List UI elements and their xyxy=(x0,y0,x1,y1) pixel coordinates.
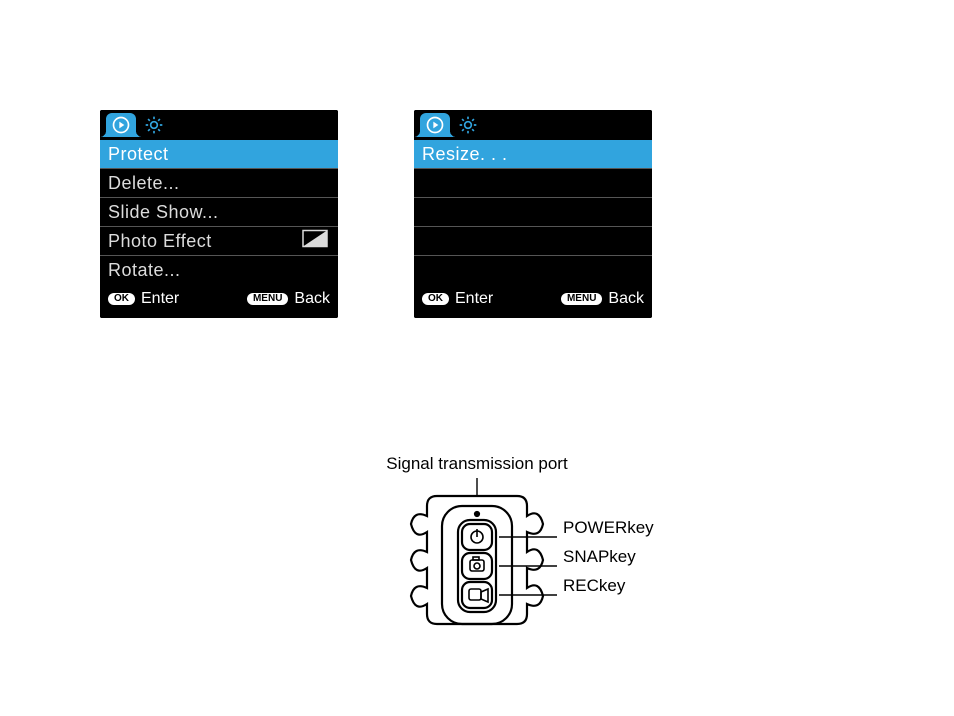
menu-item-empty xyxy=(414,256,652,284)
footer-back-label: Back xyxy=(608,290,644,308)
menu-item-label: Protect xyxy=(108,144,169,165)
footer-enter-label: Enter xyxy=(455,290,493,308)
menu-item-empty xyxy=(414,227,652,256)
ok-pill: OK xyxy=(422,293,449,305)
tab-settings[interactable] xyxy=(456,113,480,137)
power-key-label: POWERkey xyxy=(563,518,654,547)
menu-item-label: Rotate... xyxy=(108,260,181,281)
menu-item-label: Resize. . . xyxy=(422,144,508,165)
playback-menu-screen-1: Protect Delete... Slide Show... Photo Ef… xyxy=(100,110,338,318)
tab-settings[interactable] xyxy=(142,113,166,137)
menu-footer: OK Enter MENU Back xyxy=(100,284,338,318)
tab-playback[interactable] xyxy=(420,113,450,137)
gear-icon xyxy=(458,115,478,135)
remote-diagram: Signal transmission port xyxy=(237,454,717,683)
gear-icon xyxy=(144,115,164,135)
menu-list: Resize. . . xyxy=(414,140,652,284)
menu-item-label: Delete... xyxy=(108,173,180,194)
footer-back-label: Back xyxy=(294,290,330,308)
menu-screens: Protect Delete... Slide Show... Photo Ef… xyxy=(0,0,954,318)
menu-item-resize[interactable]: Resize. . . xyxy=(414,140,652,169)
tab-playback[interactable] xyxy=(106,113,136,137)
rec-key-label: RECkey xyxy=(563,576,654,605)
footer-enter-label: Enter xyxy=(141,290,179,308)
playback-menu-screen-2: Resize. . . OK Enter MENU Back xyxy=(414,110,652,318)
tab-bar xyxy=(414,110,652,140)
menu-item-protect[interactable]: Protect xyxy=(100,140,338,169)
menu-item-photo-effect[interactable]: Photo Effect xyxy=(100,227,338,256)
play-icon xyxy=(111,115,131,135)
menu-item-slideshow[interactable]: Slide Show... xyxy=(100,198,338,227)
menu-item-empty xyxy=(414,169,652,198)
menu-pill: MENU xyxy=(247,293,288,305)
menu-item-label: Slide Show... xyxy=(108,202,219,223)
menu-footer: OK Enter MENU Back xyxy=(414,284,652,318)
menu-item-rotate[interactable]: Rotate... xyxy=(100,256,338,284)
menu-item-empty xyxy=(414,198,652,227)
ok-pill: OK xyxy=(108,293,135,305)
menu-item-delete[interactable]: Delete... xyxy=(100,169,338,198)
snap-key-label: SNAPkey xyxy=(563,547,654,576)
signal-port-label: Signal transmission port xyxy=(237,454,717,474)
play-icon xyxy=(425,115,445,135)
menu-pill: MENU xyxy=(561,293,602,305)
contrast-box-icon xyxy=(302,230,328,253)
tab-bar xyxy=(100,110,338,140)
menu-list: Protect Delete... Slide Show... Photo Ef… xyxy=(100,140,338,284)
menu-item-label: Photo Effect xyxy=(108,231,212,252)
